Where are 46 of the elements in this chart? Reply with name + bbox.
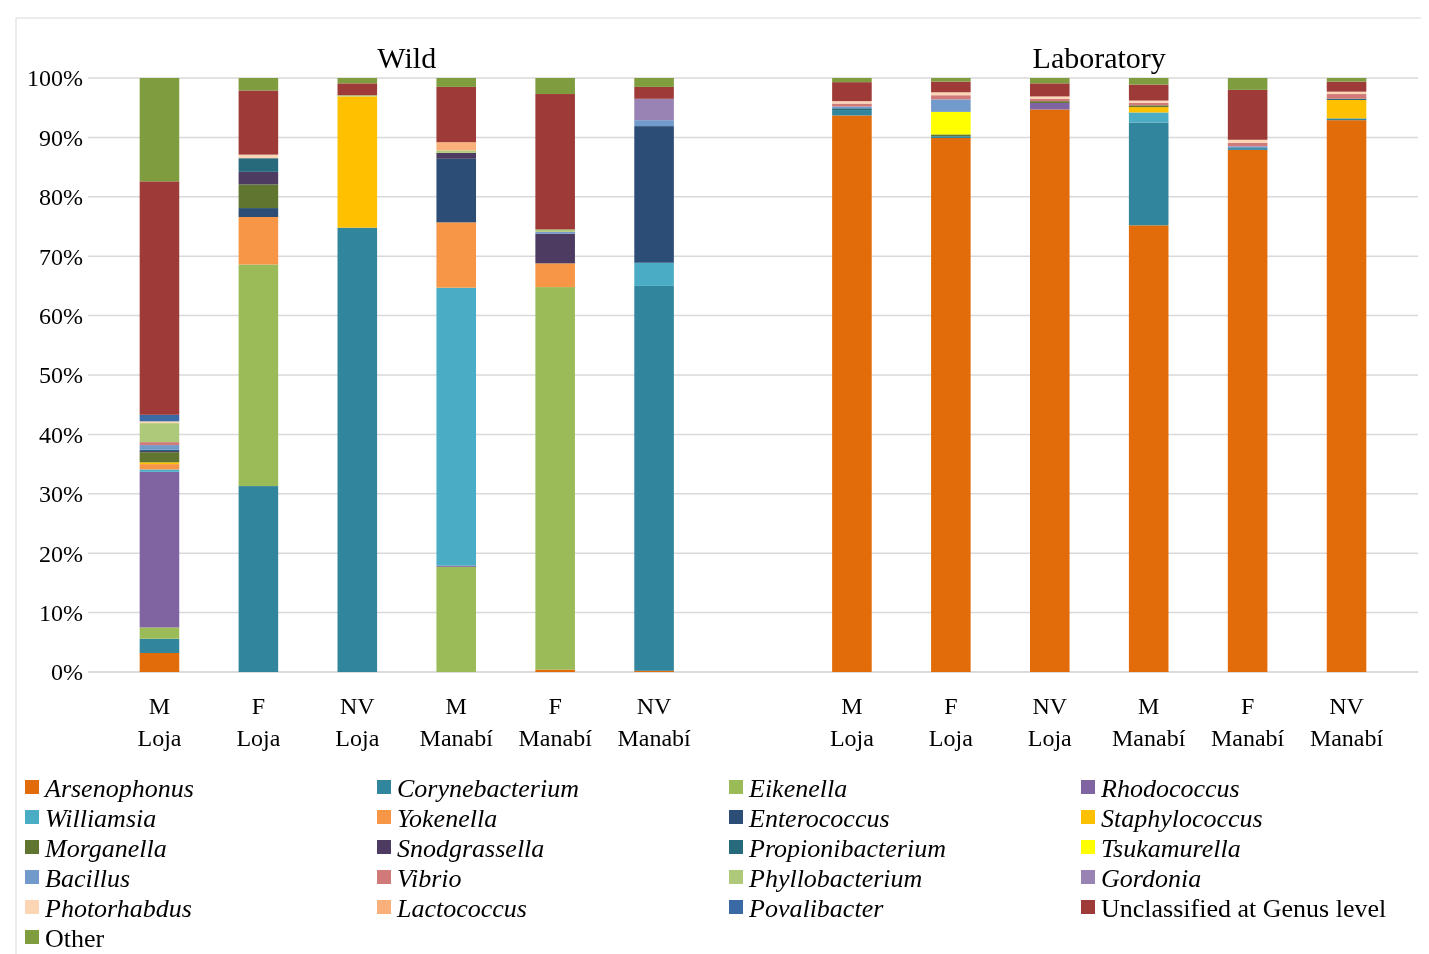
- legend-label: Morganella: [44, 834, 167, 864]
- legend-label: Arsenophonus: [43, 774, 194, 804]
- y-tick-label: 90%: [39, 124, 83, 151]
- legend-label: Rhodococcus: [1100, 774, 1240, 804]
- x-tick-label: F Loja: [236, 693, 281, 751]
- x-tick-label: F Manabí: [1210, 693, 1285, 751]
- y-tick-label: 70%: [39, 243, 83, 270]
- legend-label: Bacillus: [45, 864, 131, 894]
- y-tick-label: 60%: [39, 303, 83, 329]
- x-tick-label: NV Manabí: [617, 693, 692, 751]
- y-tick-label: 20%: [39, 540, 83, 567]
- legend-label: Snodgrassella: [397, 834, 545, 864]
- y-tick-label: 100%: [27, 65, 83, 92]
- x-tick-label: M Loja: [829, 693, 875, 751]
- legend-label: Gordonia: [1101, 864, 1202, 894]
- y-tick-label: 50%: [39, 362, 83, 389]
- legend-label: Staphylococcus: [1101, 804, 1263, 834]
- y-tick-label: 30%: [39, 481, 83, 508]
- legend-label: Enterococcus: [748, 804, 890, 834]
- legend-label: Tsukamurella: [1101, 834, 1241, 864]
- legend-label: Lactococcus: [396, 894, 527, 924]
- x-tick-label: NV Loja: [1027, 693, 1073, 751]
- legend-label: Povalibacter: [748, 894, 885, 924]
- legend-label: Corynebacterium: [397, 774, 579, 804]
- legend-label: Phyllobacterium: [748, 864, 923, 894]
- x-tick-label: NV Manabí: [1309, 693, 1384, 751]
- legend-label: Propionibacterium: [748, 834, 946, 864]
- y-tick-label: 40%: [39, 421, 83, 448]
- x-tick-label: F Manabí: [518, 693, 593, 751]
- y-tick-label: 80%: [39, 184, 83, 211]
- legend-label: Photorhabdus: [44, 894, 192, 924]
- x-tick-label: M Manabí: [1112, 693, 1186, 751]
- legend-label: Other: [45, 924, 105, 954]
- legend-label: Yokenella: [397, 804, 498, 834]
- legend-label: Eikenella: [748, 774, 848, 804]
- legend-label: Unclassified at Genus level: [1101, 894, 1387, 924]
- x-tick-label: M Manabí: [419, 693, 494, 751]
- y-tick-label: 0%: [51, 659, 83, 686]
- legend-label: Williamsia: [45, 804, 157, 834]
- x-tick-label: F Loja: [928, 693, 974, 751]
- x-tick-label: NV Loja: [335, 693, 380, 751]
- y-tick-label: 10%: [39, 600, 83, 626]
- text: Laboratory: [1032, 41, 1166, 74]
- x-tick-label: M Loja: [137, 693, 182, 751]
- legend-label: Vibrio: [397, 864, 462, 894]
- text: Wild: [377, 41, 437, 74]
